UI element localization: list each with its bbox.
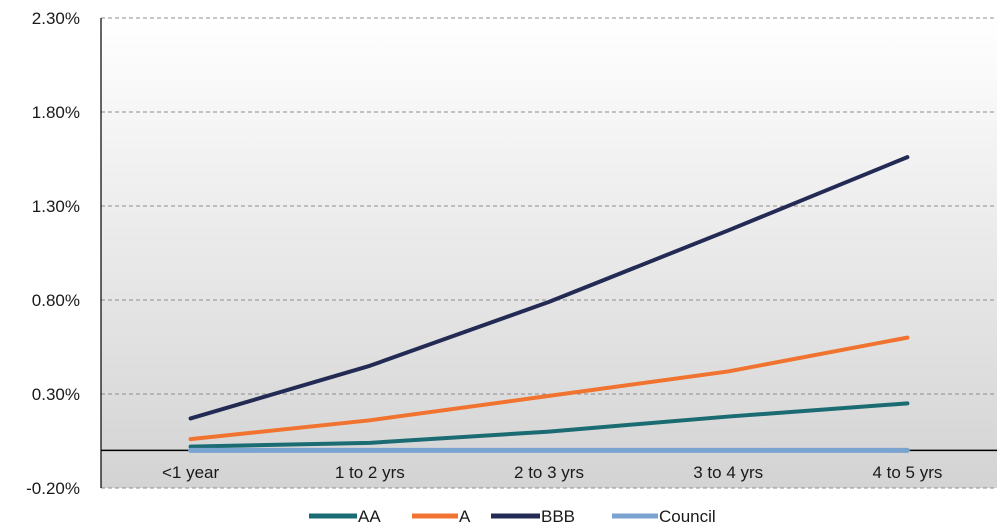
legend-label-aa: AA (358, 507, 381, 526)
y-tick-label: -0.20% (26, 479, 80, 498)
x-tick-label: 1 to 2 yrs (335, 463, 405, 482)
x-tick-label: 4 to 5 yrs (872, 463, 942, 482)
series-lines (188, 155, 910, 453)
plot-area (101, 18, 997, 488)
y-tick-label: 0.30% (32, 385, 80, 404)
y-axis: -0.20% 0.30% 0.80% 1.30% 1.80% 2.30% (26, 9, 102, 498)
legend-label-council: Council (659, 507, 716, 526)
legend: AA A BBB Council (309, 507, 716, 526)
y-tick-label: 0.80% (32, 291, 80, 310)
x-tick-label: 3 to 4 yrs (693, 463, 763, 482)
y-tick-label: 1.30% (32, 197, 80, 216)
series-line-a (188, 335, 910, 442)
x-tick-label: 2 to 3 yrs (514, 463, 584, 482)
y-tick-label: 1.80% (32, 103, 80, 122)
series-line-bbb (188, 155, 910, 421)
y-tick-label: 2.30% (32, 9, 80, 28)
series-line-aa (188, 401, 910, 449)
legend-label-bbb: BBB (541, 507, 575, 526)
x-tick-label: <1 year (162, 463, 220, 482)
legend-label-a: A (459, 507, 471, 526)
